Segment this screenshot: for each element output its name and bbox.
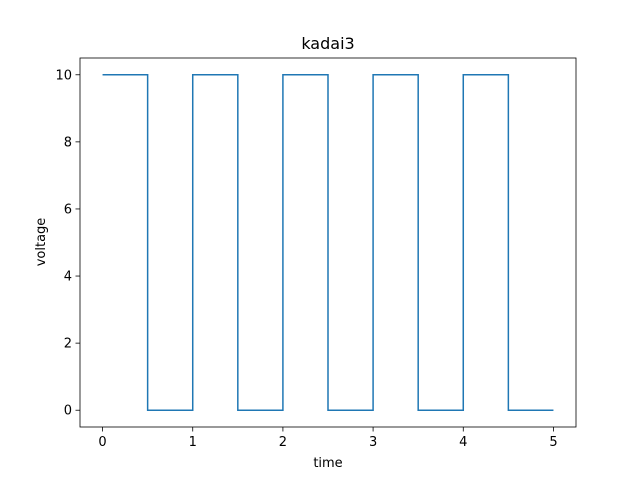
series-layer [102,74,554,411]
x-axis-label: time [313,456,342,471]
y-tick-label: 10 [55,68,72,83]
y-tick-label: 0 [64,404,72,419]
chart-title: kadai3 [301,34,354,53]
y-tick-label: 2 [64,337,72,352]
x-tick-label: 2 [279,435,287,450]
series-line-0 [102,74,554,411]
y-axis-ticks: 0 2 4 6 8 10 [55,68,80,419]
y-tick-label: 4 [64,270,72,285]
y-axis-label: voltage [34,218,49,267]
x-tick-label: 5 [549,435,557,450]
x-tick-label: 3 [369,435,377,450]
plot-frame [79,57,577,428]
y-tick-label: 6 [64,202,72,217]
x-tick-label: 1 [189,435,197,450]
y-tick-label: 8 [64,135,72,150]
x-tick-label: 0 [98,435,106,450]
x-axis-ticks: 0 1 2 3 4 5 [98,427,558,450]
x-tick-label: 4 [459,435,467,450]
